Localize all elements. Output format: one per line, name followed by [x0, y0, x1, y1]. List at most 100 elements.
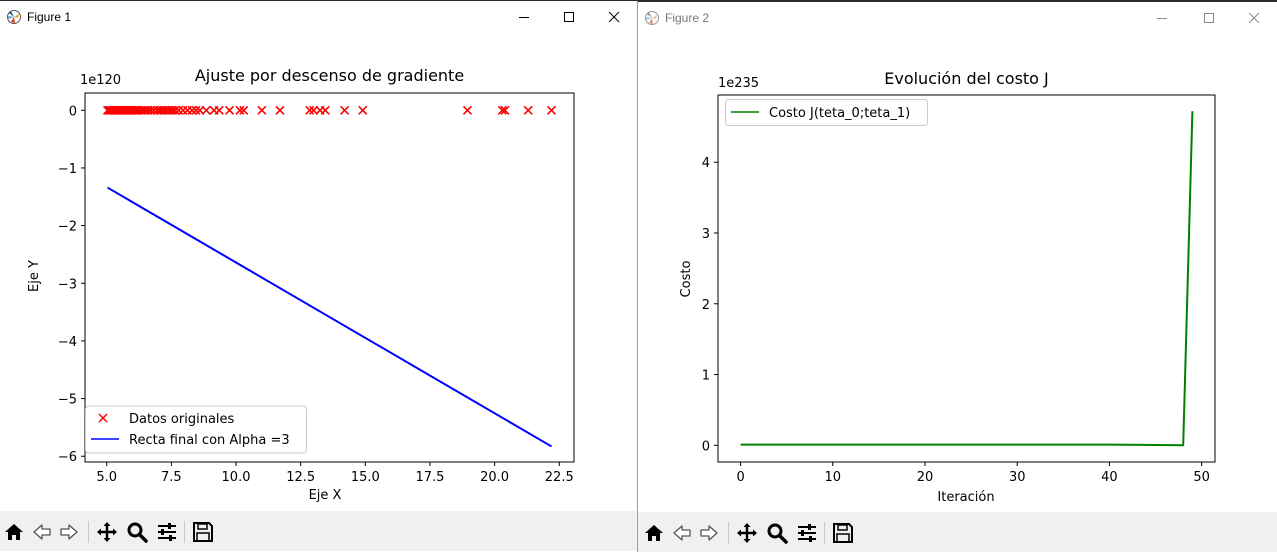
- data-point: [462, 105, 473, 115]
- toolbar-separator: [88, 521, 89, 543]
- x-tick-label: 10: [825, 470, 842, 485]
- series-line: [740, 111, 1194, 447]
- data-point: [187, 105, 197, 115]
- legend: Datos originales Recta final con Alpha =…: [85, 405, 307, 454]
- legend-label-datos: Datos originales: [129, 412, 235, 427]
- y-tick-label: −5: [58, 393, 77, 408]
- toolbar-separator: [184, 521, 185, 543]
- x-tick-label: 5.0: [96, 470, 117, 485]
- x-tick-label: 0: [736, 470, 744, 485]
- data-point: [239, 105, 249, 115]
- data-point: [275, 105, 285, 115]
- data-point: [320, 105, 330, 115]
- y-tick-label: −2: [58, 220, 77, 235]
- x-axis-label: Eje X: [309, 488, 342, 503]
- close-button[interactable]: [599, 5, 629, 29]
- figure-1-window: Figure 1 5.0 7.5 10.0 12.5 15.0 17.5 20.0 22.5 …: [0, 0, 637, 551]
- minimize-button[interactable]: [509, 5, 539, 29]
- pan-icon[interactable]: [96, 521, 118, 543]
- data-point: [170, 105, 180, 115]
- matplotlib-app-icon: [6, 9, 22, 25]
- legend-box: [85, 405, 307, 454]
- figure-2-window: Figure 2 0 10 20 30 40 50 0 1 2 3 4 Evolución del…: [637, 0, 1277, 552]
- data-point: [214, 105, 224, 115]
- home-icon[interactable]: [3, 521, 25, 543]
- data-point: [201, 105, 211, 115]
- y-axis-label: Eje Y: [27, 260, 42, 292]
- y-axis-label: Costo: [679, 261, 694, 298]
- axes-frame: [717, 94, 1216, 463]
- configure-subplots-icon[interactable]: [156, 521, 178, 543]
- window-title: Figure 1: [27, 10, 72, 24]
- figure-2-toolbar: [638, 512, 1277, 552]
- y-offset-text: 1e120: [80, 73, 121, 88]
- close-button[interactable]: [1239, 6, 1269, 30]
- x-tick-label: 7.5: [161, 470, 182, 485]
- axes-frame: [84, 92, 575, 463]
- y-tick-label: −6: [58, 450, 77, 465]
- zoom-icon[interactable]: [766, 522, 788, 544]
- y-tick-label: −4: [58, 335, 77, 350]
- data-point: [497, 105, 507, 115]
- x-tick-label: 22.5: [545, 470, 574, 485]
- data-point: [224, 105, 235, 115]
- pan-icon[interactable]: [736, 522, 758, 544]
- legend-box: [725, 99, 928, 126]
- figure-1-titlebar[interactable]: Figure 1: [0, 1, 637, 33]
- maximize-button[interactable]: [554, 5, 584, 29]
- toolbar-separator: [728, 522, 729, 544]
- legend-marker-datos: [98, 413, 108, 423]
- figure-1-plot-canvas: 5.0 7.5 10.0 12.5 15.0 17.5 20.0 22.5 0 −1 −2 −3 −4…: [27, 66, 575, 503]
- maximize-button[interactable]: [1194, 6, 1224, 30]
- chart-title: Ajuste por descenso de gradiente: [195, 66, 464, 85]
- y-tick-label: 3: [702, 227, 710, 242]
- x-tick-label: 40: [1101, 470, 1118, 485]
- x-axis-label: Iteración: [937, 490, 994, 505]
- legend-label-costo: Costo J(teta_0;teta_1): [769, 106, 910, 121]
- matplotlib-app-icon: [644, 10, 660, 26]
- x-tick-label: 17.5: [415, 470, 444, 485]
- x-tick-label: 15.0: [351, 470, 380, 485]
- forward-arrow-icon[interactable]: [58, 521, 80, 543]
- data-point: [235, 105, 245, 115]
- legend: Costo J(teta_0;teta_1): [725, 99, 928, 126]
- back-arrow-icon[interactable]: [31, 521, 53, 543]
- chart-title: Evolución del costo J: [884, 69, 1049, 88]
- data-point: [500, 105, 510, 115]
- figure-1-toolbar: [0, 511, 637, 551]
- configure-subplots-icon[interactable]: [796, 522, 818, 544]
- data-point: [523, 105, 533, 115]
- save-icon[interactable]: [192, 521, 214, 543]
- y-tick-label: −3: [58, 277, 77, 292]
- data-point: [257, 105, 267, 115]
- home-icon[interactable]: [643, 522, 665, 544]
- y-offset-text: 1e235: [718, 76, 759, 91]
- figure-2-titlebar[interactable]: Figure 2: [638, 2, 1277, 34]
- zoom-icon[interactable]: [126, 521, 148, 543]
- series-line: [106, 186, 553, 448]
- save-icon[interactable]: [832, 522, 854, 544]
- y-tick-label: 0: [69, 104, 77, 119]
- data-point: [191, 105, 201, 115]
- back-arrow-icon[interactable]: [671, 522, 693, 544]
- data-point: [340, 105, 350, 115]
- legend-label-recta: Recta final con Alpha =3: [129, 433, 290, 448]
- y-tick-label: 4: [702, 156, 710, 171]
- minimize-button[interactable]: [1147, 6, 1177, 30]
- y-tick-label: 2: [702, 298, 710, 313]
- window-title: Figure 2: [665, 11, 710, 25]
- x-tick-label: 30: [1009, 470, 1026, 485]
- forward-arrow-icon[interactable]: [698, 522, 720, 544]
- data-point: [309, 105, 319, 115]
- data-point: [305, 105, 315, 115]
- data-point: [546, 105, 557, 115]
- data-point: [178, 105, 188, 115]
- data-point: [358, 105, 368, 115]
- x-tick-label: 20.0: [480, 470, 509, 485]
- y-tick-label: 1: [702, 369, 710, 384]
- x-tick-label: 12.5: [286, 470, 315, 485]
- y-tick-label: 0: [702, 439, 710, 454]
- x-tick-label: 20: [917, 470, 934, 485]
- data-point: [146, 105, 156, 115]
